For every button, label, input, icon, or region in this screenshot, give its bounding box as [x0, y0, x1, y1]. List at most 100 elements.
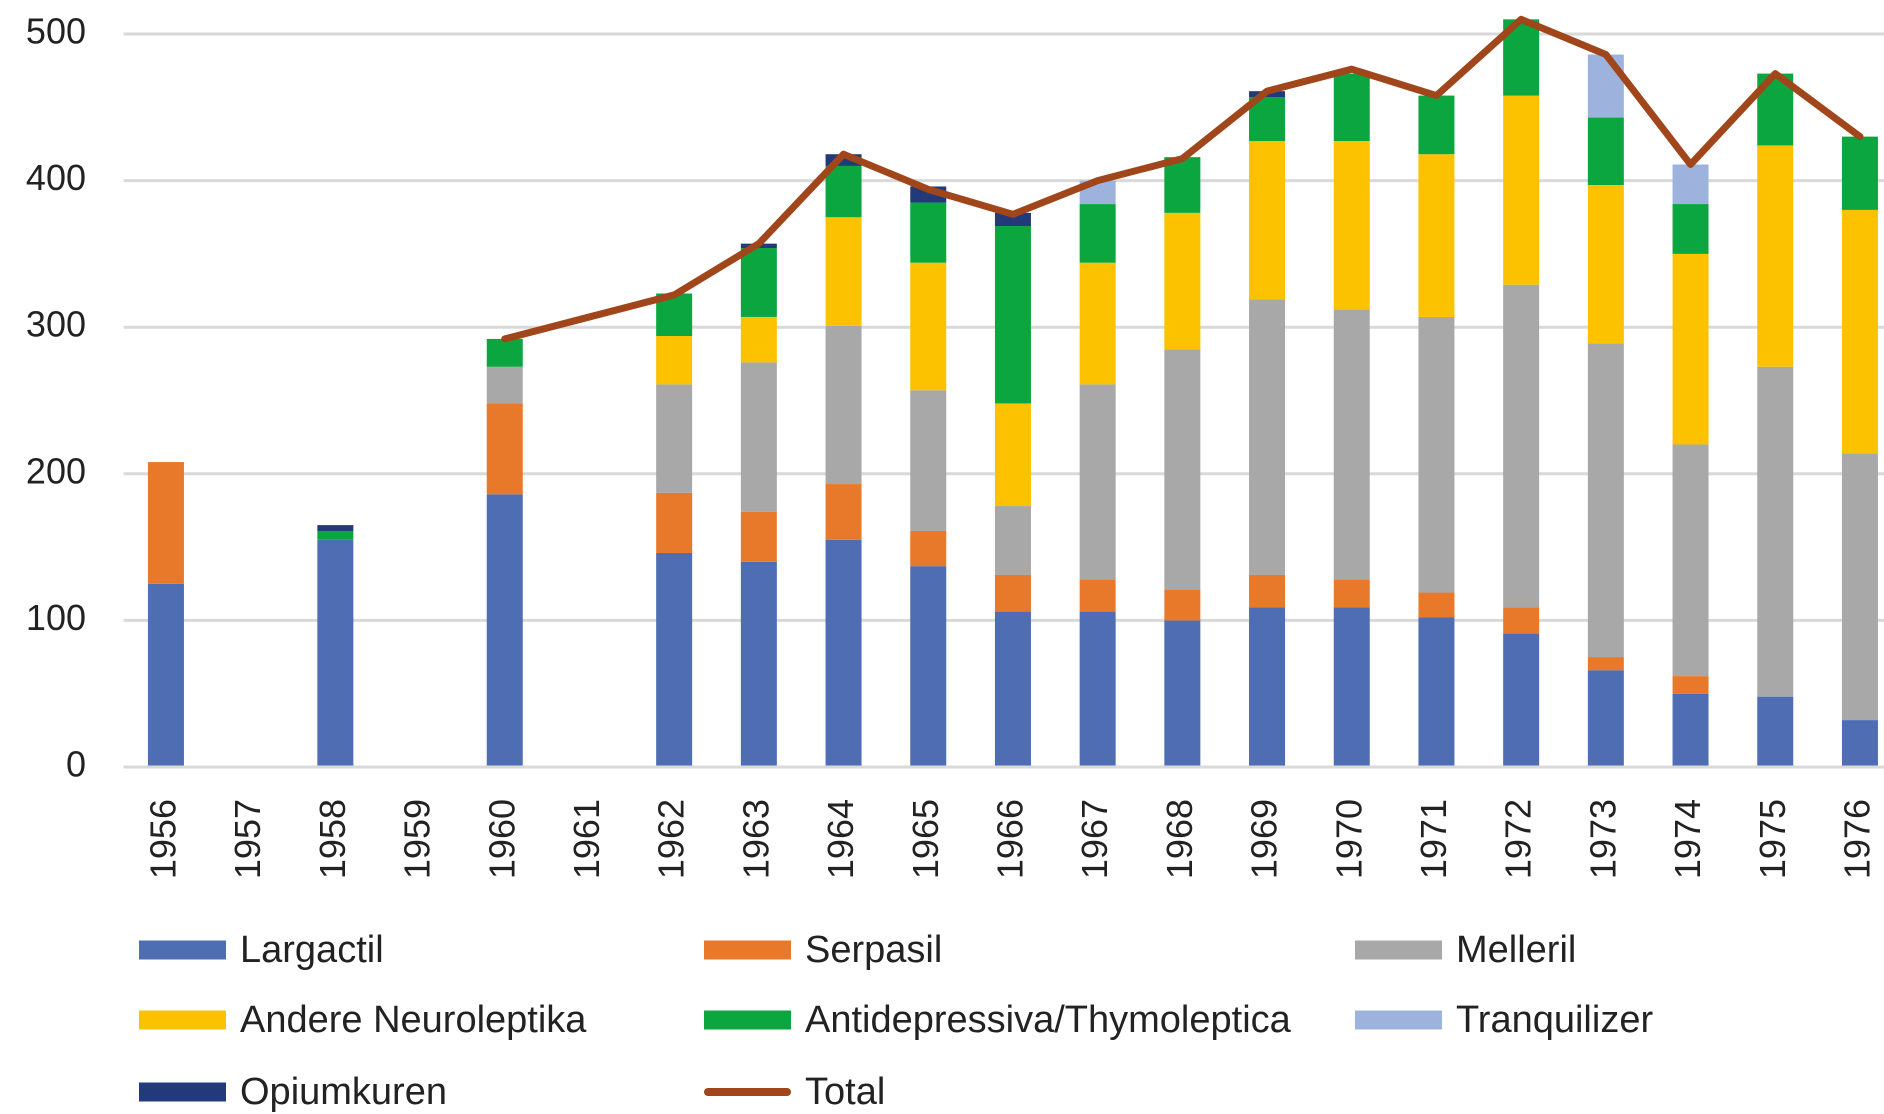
- bar-segment: [486, 338, 523, 367]
- bar-segment: [1757, 145, 1794, 367]
- bar-segment: [1587, 670, 1624, 767]
- bar-segment: [317, 525, 354, 531]
- bar-segment: [1757, 366, 1794, 697]
- bar-segment: [1587, 657, 1624, 671]
- bar-segment: [1333, 73, 1370, 142]
- bar-segment: [740, 561, 777, 767]
- y-tick-label: 100: [26, 597, 86, 638]
- bar-segment: [1418, 95, 1455, 155]
- bar-segment: [740, 362, 777, 512]
- bar-segment: [1757, 696, 1794, 767]
- legend-label: Opiumkuren: [240, 1071, 447, 1113]
- bar-segment: [1503, 95, 1540, 285]
- x-tick-label: 1976: [1836, 799, 1877, 879]
- bar-segment: [1841, 720, 1878, 767]
- bar-segment: [1503, 607, 1540, 634]
- bar-segment: [1333, 309, 1370, 580]
- legend-label: Total: [805, 1071, 885, 1113]
- bar-segment: [147, 583, 184, 767]
- bar-segment: [1079, 579, 1116, 612]
- bar-segment: [1164, 620, 1201, 767]
- y-tick-label: 400: [26, 157, 86, 198]
- bar-segment: [994, 226, 1031, 404]
- bar-segment: [1164, 157, 1201, 213]
- legend-swatch: [704, 1010, 791, 1030]
- bar-segment: [825, 484, 862, 540]
- bar-segment: [1418, 316, 1455, 593]
- bar-segment: [656, 335, 693, 385]
- bar-segment: [910, 390, 947, 531]
- bar-segment: [994, 212, 1031, 227]
- bar-segment: [486, 403, 523, 495]
- x-tick-label: 1957: [227, 799, 268, 879]
- bar-segment: [1841, 209, 1878, 454]
- bar-segment: [147, 462, 184, 584]
- bar-segment: [1249, 141, 1286, 300]
- x-tick-label: 1965: [905, 799, 946, 879]
- y-tick-label: 500: [26, 11, 86, 52]
- legend-label: Tranquilizer: [1456, 999, 1653, 1041]
- bar-segment: [1587, 117, 1624, 185]
- bar-segment: [1672, 676, 1709, 694]
- bar-segment: [656, 384, 693, 493]
- total-line: [501, 15, 1864, 343]
- bar-segment: [1672, 444, 1709, 677]
- x-tick-label: 1970: [1328, 799, 1369, 879]
- bar-segment: [1164, 349, 1201, 590]
- x-tick-label: 1969: [1244, 799, 1285, 879]
- bar-segment: [994, 403, 1031, 507]
- bar-segment: [317, 530, 354, 540]
- bar-segment: [825, 325, 862, 485]
- bar-segment: [1587, 343, 1624, 658]
- bar-segment: [1841, 453, 1878, 721]
- y-tick-label: 200: [26, 450, 86, 491]
- y-tick-label: 300: [26, 304, 86, 345]
- bar-segment: [994, 506, 1031, 575]
- bar-segment: [994, 574, 1031, 612]
- bar-segment: [1587, 54, 1624, 118]
- bar-segment: [1079, 384, 1116, 580]
- bar-segment: [1079, 611, 1116, 767]
- bar-segment: [1672, 253, 1709, 445]
- bar-segment: [825, 165, 862, 218]
- bar-segment: [910, 202, 947, 263]
- x-tick-label: 1972: [1498, 799, 1539, 879]
- bar-segment: [825, 217, 862, 326]
- bar-segment: [1672, 693, 1709, 767]
- x-tick-label: 1975: [1752, 799, 1793, 879]
- bar-segment: [1249, 607, 1286, 767]
- legend-swatch: [139, 1010, 226, 1030]
- bar-segment: [1249, 299, 1286, 575]
- bar-segment: [1249, 574, 1286, 608]
- bar-segment: [1164, 212, 1201, 350]
- bar-segment: [1079, 204, 1116, 263]
- bar-segment: [1503, 633, 1540, 767]
- legend-label: Serpasil: [805, 929, 942, 971]
- x-tick-label: 1962: [651, 799, 692, 879]
- bar-segment: [486, 494, 523, 767]
- bar-segment: [317, 539, 354, 767]
- bar-segment: [1418, 592, 1455, 618]
- bar-segment: [1333, 141, 1370, 310]
- x-tick-label: 1960: [481, 799, 522, 879]
- x-tick-label: 1958: [312, 799, 353, 879]
- bar-segment: [1672, 164, 1709, 205]
- x-tick-label: 1959: [397, 799, 438, 879]
- bar-segment: [1841, 136, 1878, 210]
- bar-segment: [486, 366, 523, 404]
- bar-segment: [740, 248, 777, 317]
- bar-segment: [910, 530, 947, 567]
- bar-segment: [1079, 262, 1116, 385]
- bar-segment: [994, 611, 1031, 767]
- x-tick-label: 1966: [989, 799, 1030, 879]
- bar-segment: [1587, 184, 1624, 344]
- legend-swatch: [139, 1082, 226, 1102]
- bar-segment: [825, 539, 862, 767]
- bar-segment: [656, 492, 693, 553]
- x-tick-label: 1974: [1667, 799, 1708, 879]
- x-tick-label: 1964: [820, 799, 861, 879]
- bar-segment: [656, 552, 693, 767]
- x-tick-label: 1968: [1159, 799, 1200, 879]
- legend-swatch: [1355, 1010, 1442, 1030]
